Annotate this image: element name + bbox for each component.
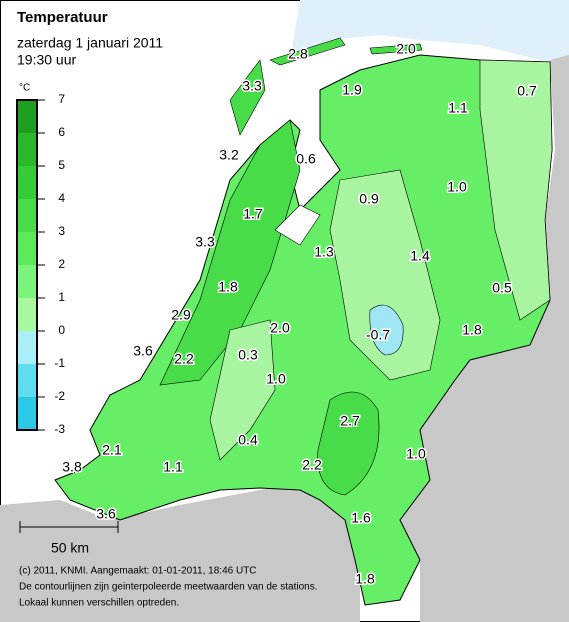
contour-region [329,169,441,381]
station-value: 1.8 [462,322,482,338]
legend-swatch [17,133,37,166]
station-value: 0.9 [359,191,379,207]
contour-region [479,59,553,321]
station-value: 0.3 [238,347,258,363]
station-value: 2.8 [288,46,308,62]
germany [400,55,569,622]
station-value: 1.7 [243,206,263,222]
belgium [0,480,380,622]
legend: 7 6 5 4 3 2 1 0 -1 -2 -3 [16,92,65,436]
station-value: 1.6 [351,510,371,526]
station-value: 0.4 [238,432,258,448]
legend-tick-label: 0 [58,323,65,337]
stations: 2.8 2.0 3.3 1.9 0.7 1.1 3.2 0.6 1.0 0.9 1.7 3.3 1.3 1… [61,39,539,588]
station-value: 1.0 [266,371,286,387]
legend-tick-label: -1 [54,356,65,370]
legend-tick-label: -2 [54,389,65,403]
station-value: 3.3 [195,234,215,250]
station-value: 3.6 [133,343,153,359]
legend-swatch [17,232,37,265]
legend-unit: °C [19,83,30,94]
station-value: 2.1 [102,442,122,458]
legend-tick-label: 4 [58,191,65,205]
station-value: 1.8 [355,571,375,587]
station-value: 3.3 [242,78,262,94]
time: 19:30 uur [17,52,76,68]
contour-region [209,319,276,461]
legend-swatch [17,331,37,364]
contour-region [317,391,380,496]
legend-tick-label: 7 [58,92,65,106]
legend-swatch [17,364,37,397]
legend-tick-label: -3 [54,422,65,436]
legend-tick-label: 5 [58,158,65,172]
footer: (c) 2011, KNMI. Aangemaakt: 01-01-2011, … [19,566,257,577]
station-value: 1.8 [218,279,238,295]
scale-label: 50 km [51,540,89,556]
legend-swatch [17,166,37,199]
station-value: -0.7 [366,327,390,343]
legend-swatch [17,298,37,331]
station-value: 2.2 [302,457,322,473]
station-value: 3.2 [219,147,239,163]
station-value: 1.0 [447,179,467,195]
station-value: 1.1 [448,100,468,116]
station-value: 1.3 [314,244,334,260]
contour-region [369,304,404,356]
station-value: 3.8 [62,459,82,475]
lake [274,204,321,246]
legend-swatch [17,100,37,133]
station-value: 0.6 [296,151,316,167]
date: zaterdag 1 januari 2011 [17,35,163,51]
legend-swatch [17,265,37,298]
legend-swatch [17,397,37,430]
legend-tick-label: 1 [58,290,65,304]
island [229,59,266,136]
station-value: 2.0 [270,320,290,336]
legend-tick-label: 3 [58,224,65,238]
station-value: 1.1 [163,459,183,475]
station-value: 2.9 [171,307,191,323]
contour-region [159,119,301,386]
station-value: 2.7 [340,413,360,429]
station-value: 0.7 [517,83,537,99]
sea [290,0,569,70]
station-value: 1.9 [342,82,362,98]
legend-tick-label: 2 [58,257,65,271]
footer: Lokaal kunnen verschillen optreden. [19,598,179,609]
legend-tick-label: 6 [58,125,65,139]
legend-swatch [17,199,37,232]
footer: De contourlijnen zijn geinterpoleerde me… [19,582,318,593]
station-value: 1.4 [410,248,430,264]
island [269,37,423,66]
station-value: 1.0 [406,446,426,462]
station-value: 0.5 [492,280,512,296]
station-value: 2.2 [174,351,194,367]
station-value: 3.6 [96,506,116,522]
title: Temperatuur [17,9,108,26]
station-value: 2.0 [396,41,416,57]
